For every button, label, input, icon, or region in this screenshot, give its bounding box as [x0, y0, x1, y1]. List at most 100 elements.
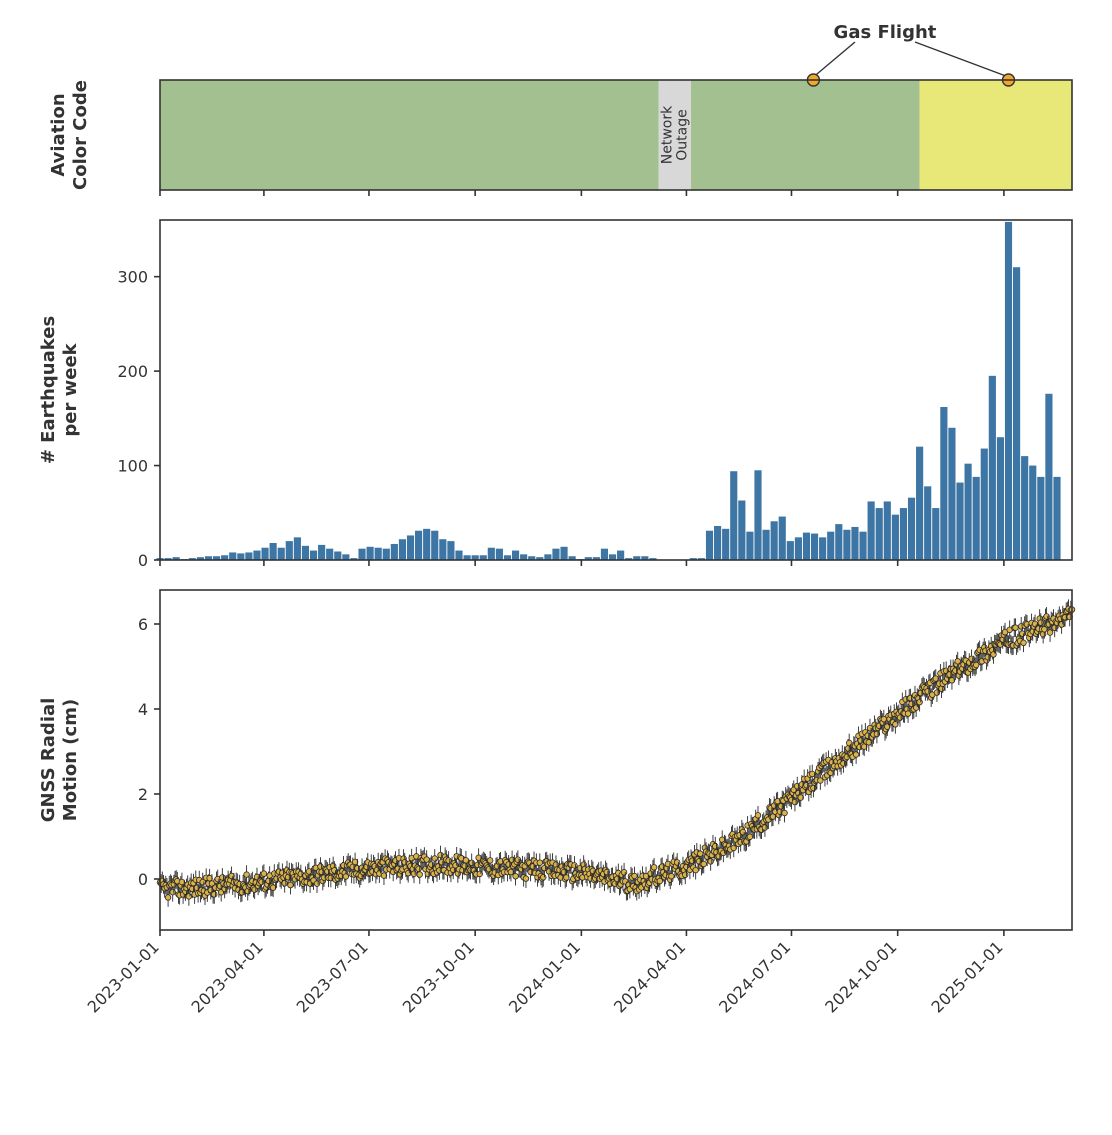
- eq-bar: [859, 532, 866, 560]
- eq-bar: [868, 501, 875, 560]
- color-code-segment: [160, 80, 659, 190]
- eq-bar: [1013, 267, 1020, 560]
- gnss-point: [165, 895, 171, 901]
- eq-bar: [706, 531, 713, 560]
- gnss-point: [513, 873, 519, 879]
- eq-bar: [520, 554, 527, 560]
- gnss-point: [261, 871, 267, 877]
- eq-bar: [270, 543, 277, 560]
- eq-bar: [876, 508, 883, 560]
- eq-bar: [245, 552, 252, 560]
- eq-bar: [956, 483, 963, 560]
- gnss-point: [523, 876, 529, 882]
- gnss-point: [314, 881, 320, 887]
- eq-bar: [771, 521, 778, 560]
- eq-bar: [1045, 394, 1052, 560]
- eq-bar: [544, 554, 551, 560]
- gnss-point: [411, 871, 417, 877]
- eq-bar: [803, 533, 810, 560]
- eq-bar: [754, 470, 761, 560]
- eq-bar: [318, 545, 325, 560]
- gnss-point: [487, 858, 493, 864]
- ylabel-gnss: GNSS RadialMotion (cm): [38, 698, 81, 823]
- eq-bar: [431, 531, 438, 560]
- eq-bar: [496, 549, 503, 560]
- gnss-point: [669, 873, 675, 879]
- eq-bar: [334, 552, 341, 561]
- eq-bar: [601, 549, 608, 560]
- eq-bar: [447, 541, 454, 560]
- eq-bar: [391, 544, 398, 560]
- eq-bar: [843, 530, 850, 560]
- eq-bar: [342, 554, 349, 560]
- eq-bar: [286, 541, 293, 560]
- eq-bar: [827, 532, 834, 560]
- eq-bar: [746, 532, 753, 560]
- eq-bar: [1037, 477, 1044, 560]
- eq-bar: [973, 477, 980, 560]
- gnss-point: [657, 878, 663, 884]
- eq-bar: [358, 549, 365, 560]
- svg-text:GNSS Radial: GNSS Radial: [38, 698, 59, 823]
- svg-text:Aviation: Aviation: [48, 93, 69, 176]
- eq-bar: [367, 547, 374, 560]
- eq-bar: [1005, 222, 1012, 560]
- eq-bar: [787, 541, 794, 560]
- color-code-segment: [691, 80, 920, 190]
- ytick-label: 300: [117, 268, 148, 287]
- ytick-label: 0: [138, 551, 148, 570]
- network-outage-label: Outage: [674, 109, 690, 160]
- eq-bar: [965, 464, 972, 560]
- ytick-label: 6: [138, 615, 148, 634]
- gnss-point: [446, 858, 452, 864]
- eq-bar: [278, 548, 285, 560]
- eq-bar: [609, 554, 616, 560]
- gnss-point: [282, 880, 288, 886]
- gnss-point: [170, 889, 176, 895]
- gnss-point: [432, 856, 438, 862]
- figure-root: NetworkOutageAviationColor CodeGas Fligh…: [0, 0, 1112, 1135]
- eq-bar: [997, 437, 1004, 560]
- gnss-point: [853, 752, 859, 758]
- eq-bar: [229, 552, 236, 560]
- gnss-point: [343, 874, 349, 880]
- eq-bar: [399, 539, 406, 560]
- eq-bar: [455, 551, 462, 560]
- eq-bar: [439, 539, 446, 560]
- eq-bar: [423, 529, 430, 560]
- eq-bar: [924, 486, 931, 560]
- eq-bar: [1053, 477, 1060, 560]
- eq-bar: [253, 551, 260, 560]
- eq-bar: [407, 535, 414, 560]
- eq-bar: [488, 548, 495, 560]
- gnss-point: [1038, 620, 1044, 626]
- ytick-label: 4: [138, 700, 148, 719]
- eq-bar: [415, 531, 422, 560]
- eq-bar: [326, 549, 333, 560]
- gnss-point: [417, 872, 423, 878]
- svg-text:Color Code: Color Code: [70, 80, 91, 190]
- svg-text:Motion (cm): Motion (cm): [60, 699, 81, 821]
- eq-bar: [617, 551, 624, 560]
- gnss-point: [621, 869, 627, 875]
- eq-bar: [261, 548, 268, 560]
- gnss-point: [288, 882, 294, 888]
- gnss-point: [632, 873, 638, 879]
- eq-bar: [835, 524, 842, 560]
- eq-bar: [294, 537, 301, 560]
- gnss-point: [708, 859, 714, 865]
- ytick-label: 100: [117, 457, 148, 476]
- gnss-point: [220, 875, 226, 881]
- eq-bar: [884, 501, 891, 560]
- color-code-segment: [920, 80, 1072, 190]
- gnss-point: [682, 872, 688, 878]
- network-outage-label: Network: [659, 105, 675, 164]
- gnss-point: [1021, 640, 1027, 646]
- eq-bar: [738, 501, 745, 561]
- gnss-point: [1013, 625, 1019, 631]
- gnss-point: [186, 894, 192, 900]
- eq-bar: [916, 447, 923, 560]
- eq-bar: [811, 534, 818, 560]
- ytick-label: 200: [117, 362, 148, 381]
- gnss-point: [537, 860, 543, 866]
